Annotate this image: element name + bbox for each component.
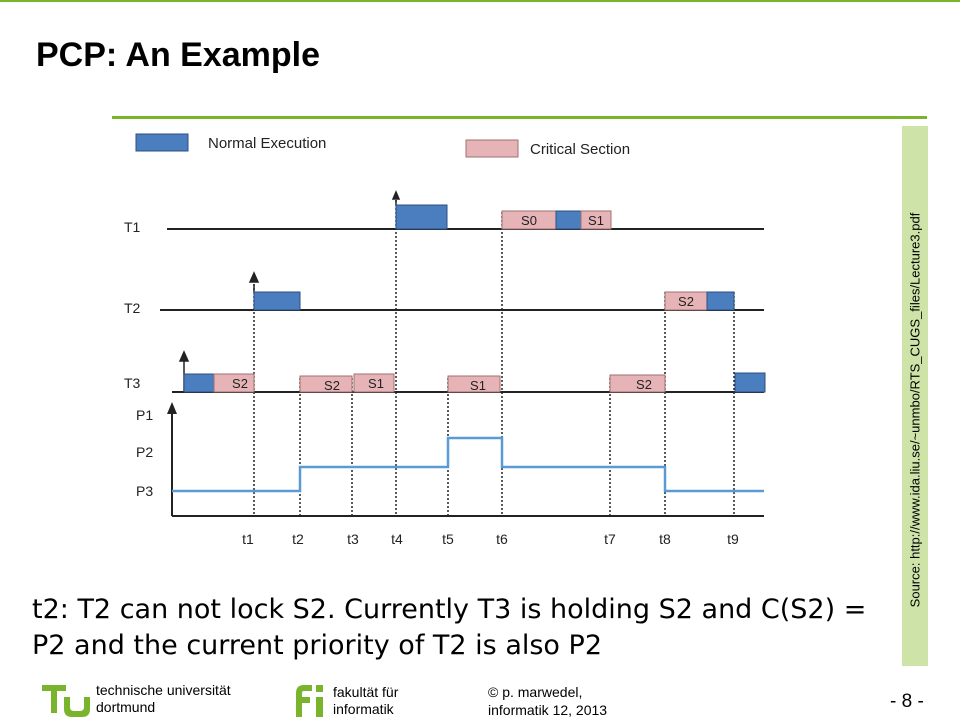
time-label-t4: t4 <box>391 531 403 547</box>
priority-label-p3: P3 <box>136 483 153 499</box>
time-label-t6: t6 <box>496 531 508 547</box>
slide-caption: t2: T2 can not lock S2. Currently T3 is … <box>32 592 882 664</box>
t1-s0-label: S0 <box>521 213 537 228</box>
t3-s1a-label: S1 <box>368 376 384 391</box>
legend-critical-label: Critical Section <box>530 141 630 158</box>
t3-critical-s1-a <box>353 373 395 393</box>
t1-critical-s1 <box>580 210 612 230</box>
university-name: technische universität dortmund <box>96 682 231 716</box>
t2-normal-end <box>706 291 735 311</box>
author-credit: © p. marwedel, informatik 12, 2013 <box>488 683 607 719</box>
slide-title: PCP: An Example <box>36 36 321 74</box>
page-number: - 8 - <box>890 691 924 712</box>
t1-normal-mid <box>555 210 582 230</box>
task-label-t2: T2 <box>124 300 141 316</box>
legend-critical-swatch <box>465 139 519 158</box>
t1-normal-block <box>395 204 448 230</box>
faculty-line-2: informatik <box>333 701 394 717</box>
title-underline <box>112 116 927 119</box>
release-arrows <box>178 190 401 392</box>
faculty-line-1: fakultät für <box>333 684 399 700</box>
legend-normal-swatch <box>135 133 189 152</box>
faculty-name: fakultät für informatik <box>333 684 398 718</box>
source-sidebar <box>902 126 928 666</box>
time-label-t1: t1 <box>242 531 254 547</box>
caption-line-1: t2: T2 can not lock S2. Currently T3 is … <box>32 594 867 625</box>
release-arrow-t2-head <box>248 271 260 283</box>
t3-s2a-label: S2 <box>232 376 248 391</box>
author-line-1: © p. marwedel, <box>488 684 583 700</box>
time-label-t9: t9 <box>727 531 739 547</box>
task-label-t1: T1 <box>124 219 141 235</box>
time-label-t3: t3 <box>347 531 359 547</box>
t3-critical-s2-b <box>299 375 353 393</box>
pcp-timing-diagram: Normal Execution Critical Section T1 T2 … <box>124 133 766 547</box>
fi-logo <box>296 685 323 717</box>
t3-normal-end <box>734 372 766 393</box>
caption-line-2: P2 and the current priority of T2 is als… <box>32 630 602 661</box>
priority-y-axis-arrow <box>167 402 177 414</box>
t3-s2b-label: S2 <box>324 378 340 393</box>
university-line-1: technische universität <box>96 682 231 698</box>
time-label-t5: t5 <box>442 531 454 547</box>
time-label-t7: t7 <box>604 531 616 547</box>
priority-label-p2: P2 <box>136 444 153 460</box>
tu-logo <box>42 685 90 717</box>
t3-critical-s2-c <box>609 374 666 393</box>
university-line-2: dortmund <box>96 699 156 715</box>
time-markers <box>253 200 735 516</box>
t3-s1b-label: S1 <box>470 378 486 393</box>
priority-label-p1: P1 <box>136 407 153 423</box>
legend-normal-label: Normal Execution <box>208 135 326 152</box>
t3-critical-s1-b <box>447 375 501 393</box>
task-label-t3: T3 <box>124 375 141 391</box>
t3-critical-s2-a <box>213 373 255 393</box>
source-citation: Source: http://www.ida.liu.se/~unmbo/RTS… <box>907 212 923 608</box>
top-accent-line <box>0 0 960 2</box>
time-label-t8: t8 <box>659 531 671 547</box>
t3-normal-start <box>183 373 215 393</box>
release-arrow-t1-head <box>391 190 401 200</box>
release-arrow-t3-head <box>178 350 190 362</box>
t2-normal-block <box>253 291 301 311</box>
author-line-2: informatik 12, 2013 <box>488 702 608 718</box>
t1-s1-label: S1 <box>588 213 604 228</box>
priority-line-t3 <box>172 436 764 493</box>
time-label-t2: t2 <box>292 531 304 547</box>
t2-s2-label: S2 <box>678 294 694 309</box>
t3-s2c-label: S2 <box>636 377 652 392</box>
